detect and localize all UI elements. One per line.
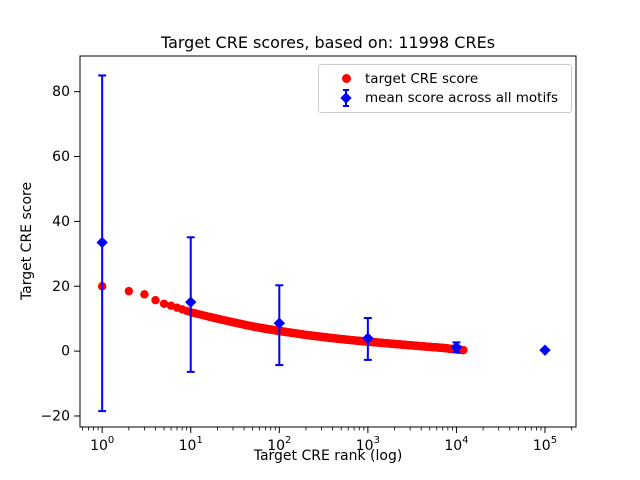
target-score-series bbox=[97, 282, 468, 355]
legend-item-mean-score: mean score across all motifs bbox=[327, 88, 563, 107]
mean-score-series bbox=[96, 74, 551, 413]
svg-text:0: 0 bbox=[61, 344, 70, 360]
svg-text:40: 40 bbox=[52, 214, 70, 230]
axis-ticks: −20 0 20 40 60 80 100 101 102 103 104 105 bbox=[40, 84, 573, 454]
svg-text:105: 105 bbox=[533, 435, 557, 454]
svg-text:20: 20 bbox=[52, 279, 70, 295]
svg-text:80: 80 bbox=[52, 84, 70, 100]
y-axis-label: Target CRE score bbox=[19, 181, 35, 301]
legend-label: target CRE score bbox=[365, 70, 479, 87]
svg-text:100: 100 bbox=[90, 435, 114, 454]
svg-text:104: 104 bbox=[444, 435, 468, 454]
svg-text:101: 101 bbox=[179, 435, 203, 454]
svg-text:60: 60 bbox=[52, 149, 70, 165]
legend: target CRE score mean score across all m… bbox=[318, 64, 572, 113]
legend-item-target-score: target CRE score bbox=[327, 69, 563, 88]
svg-text:102: 102 bbox=[267, 435, 291, 454]
blue-diamond-errorbar-icon bbox=[327, 88, 365, 107]
legend-label: mean score across all motifs bbox=[365, 89, 559, 106]
svg-text:−20: −20 bbox=[40, 408, 70, 424]
axes-frame bbox=[79, 55, 577, 428]
red-dot-icon bbox=[327, 74, 365, 83]
svg-text:103: 103 bbox=[356, 435, 380, 454]
chart-title: Target CRE scores, based on: 11998 CREs bbox=[160, 33, 496, 52]
x-axis-label: Target CRE rank (log) bbox=[253, 448, 403, 464]
